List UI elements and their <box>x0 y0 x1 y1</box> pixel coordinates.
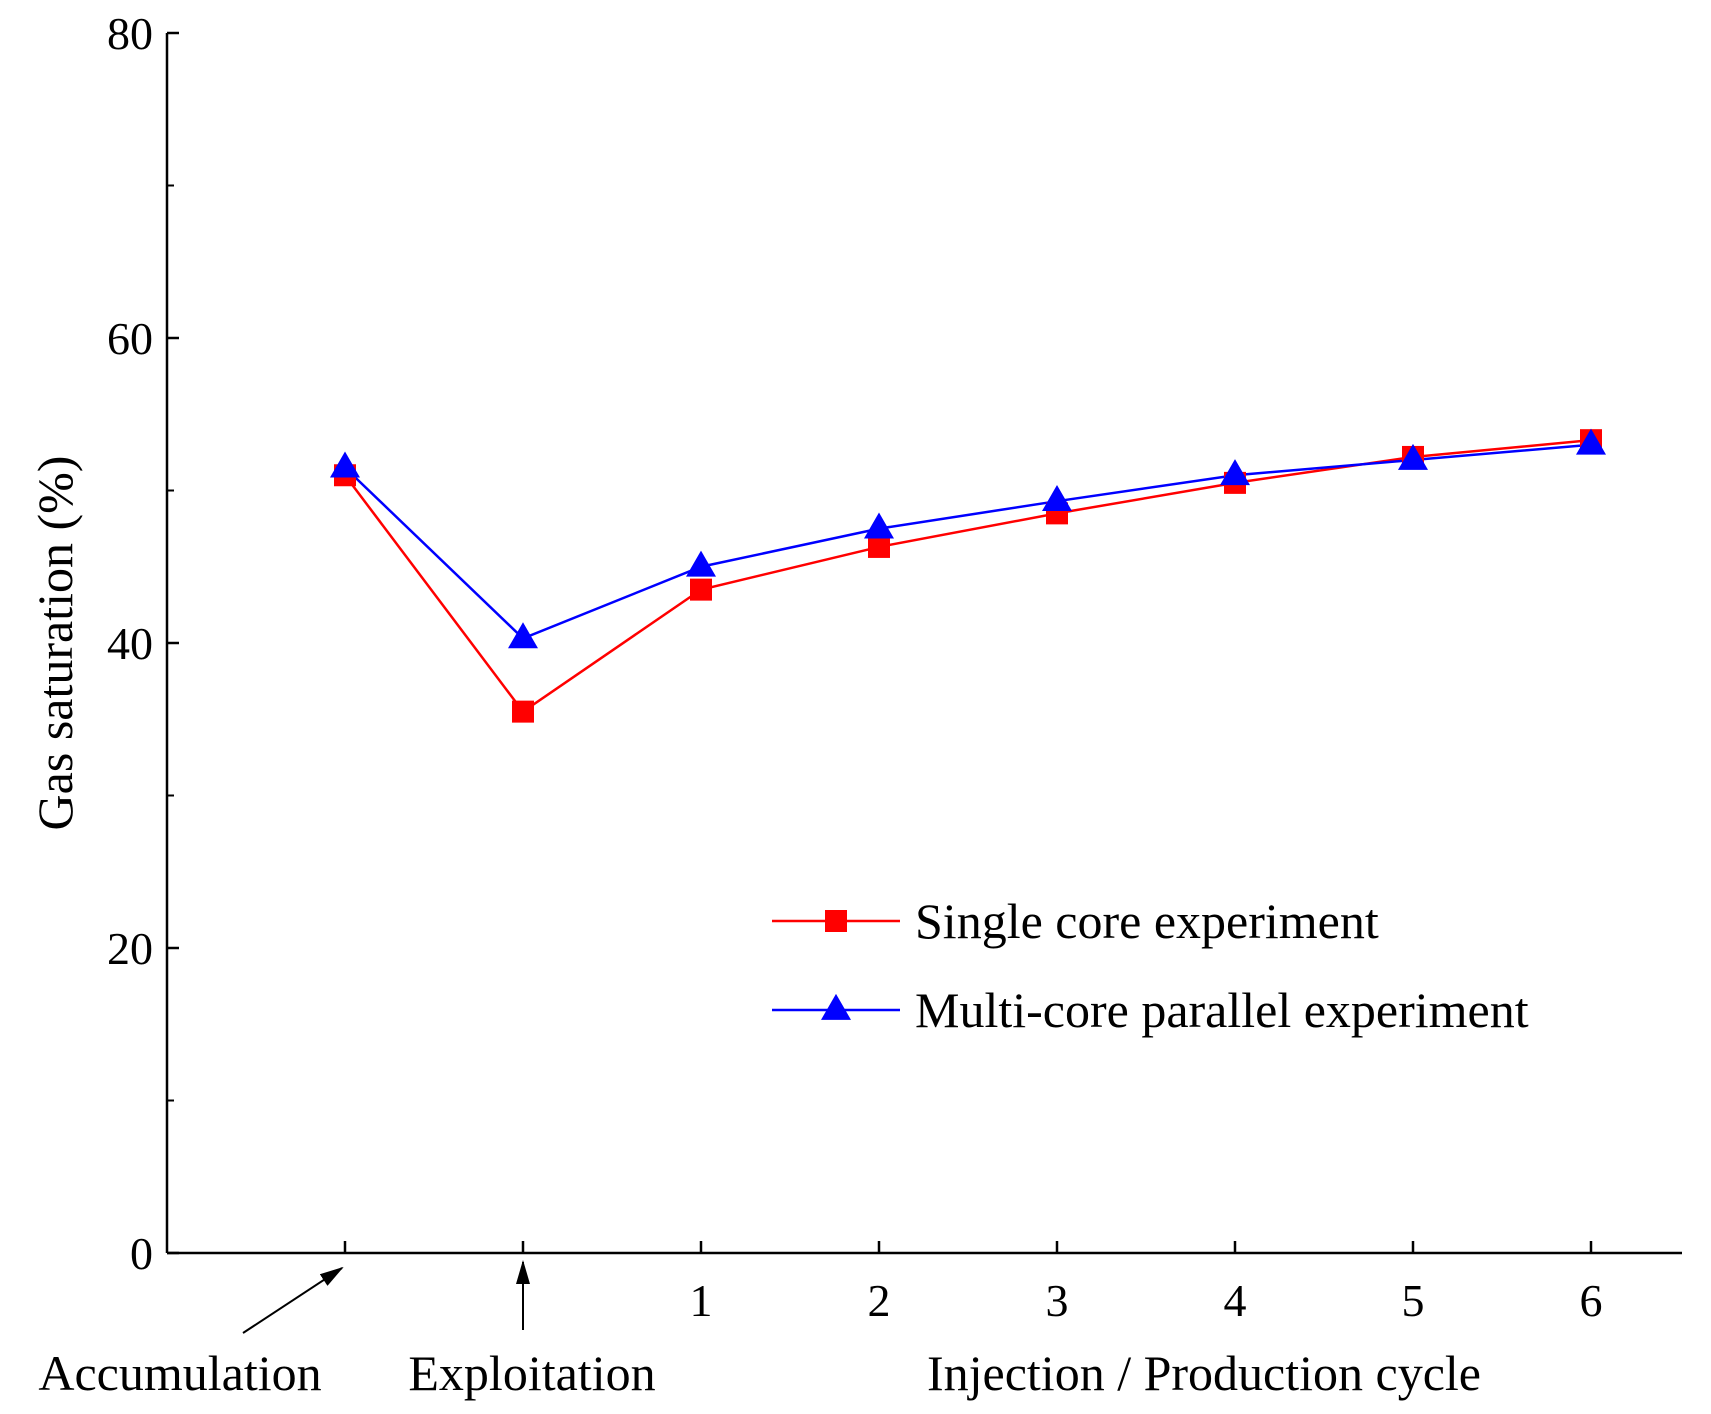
data-point-multi-core <box>1042 485 1072 512</box>
series-lines <box>344 438 1592 714</box>
x-axis-label: Injection / Production cycle <box>927 1345 1481 1401</box>
legend-label: Multi-core parallel experiment <box>915 982 1529 1038</box>
axes: 0 20 40 60 80 1 2 3 4 5 6 Gas saturation (%) Injecti… <box>27 8 1682 1401</box>
data-point-single-core <box>512 700 534 723</box>
data-point-multi-core <box>330 451 360 478</box>
data-point-multi-core <box>508 622 538 649</box>
legend-marker <box>821 993 851 1020</box>
x-tick-label: 4 <box>1224 1275 1247 1326</box>
y-tick-label: 60 <box>107 313 153 364</box>
accumulation-arrow <box>242 1266 344 1334</box>
data-point-multi-core <box>1576 428 1606 455</box>
annotations: Accumulation Exploitation <box>38 1260 656 1401</box>
exploitation-label: Exploitation <box>408 1345 655 1401</box>
data-point-single-core <box>690 578 712 601</box>
series-markers <box>330 428 1606 723</box>
legend: Single core experiment Multi-core paralle… <box>772 893 1529 1038</box>
y-tick-label: 40 <box>107 618 153 669</box>
x-tick-label: 3 <box>1046 1275 1069 1326</box>
series-line-multi-core <box>344 443 1592 640</box>
data-point-multi-core <box>686 550 716 577</box>
data-point-multi-core <box>864 512 894 539</box>
series-line-single-core <box>344 438 1592 714</box>
y-tick-label: 80 <box>107 8 153 59</box>
legend-marker <box>825 910 847 932</box>
accumulation-label: Accumulation <box>38 1345 321 1401</box>
legend-label: Single core experiment <box>915 893 1379 949</box>
x-tick-label: 6 <box>1580 1275 1603 1326</box>
data-point-multi-core <box>1398 443 1428 470</box>
data-point-multi-core <box>1220 459 1250 486</box>
y-axis-label: Gas saturation (%) <box>27 456 83 831</box>
x-tick-label: 1 <box>690 1275 713 1326</box>
x-tick-label: 5 <box>1402 1275 1425 1326</box>
data-point-single-core <box>868 535 890 558</box>
y-tick-label: 0 <box>130 1228 153 1279</box>
y-tick-label: 20 <box>107 923 153 974</box>
x-tick-label: 2 <box>868 1275 891 1326</box>
